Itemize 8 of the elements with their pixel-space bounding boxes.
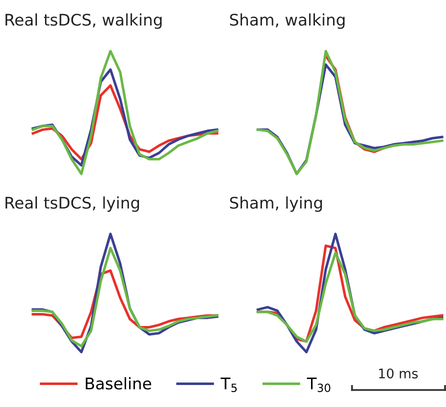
legend-label: T$_{5}$ — [220, 378, 237, 392]
chart-title: Sham, lying — [230, 196, 322, 212]
text: 10 ms — [379, 368, 418, 378]
legend-label: Baseline — [86, 377, 152, 390]
chart-title: Sham, walking — [230, 13, 345, 29]
chart-title: Real tsDCS, walking — [6, 13, 162, 29]
chart-title: Real tsDCS, lying — [6, 196, 139, 212]
legend-label: T$_{30}$ — [306, 378, 330, 392]
